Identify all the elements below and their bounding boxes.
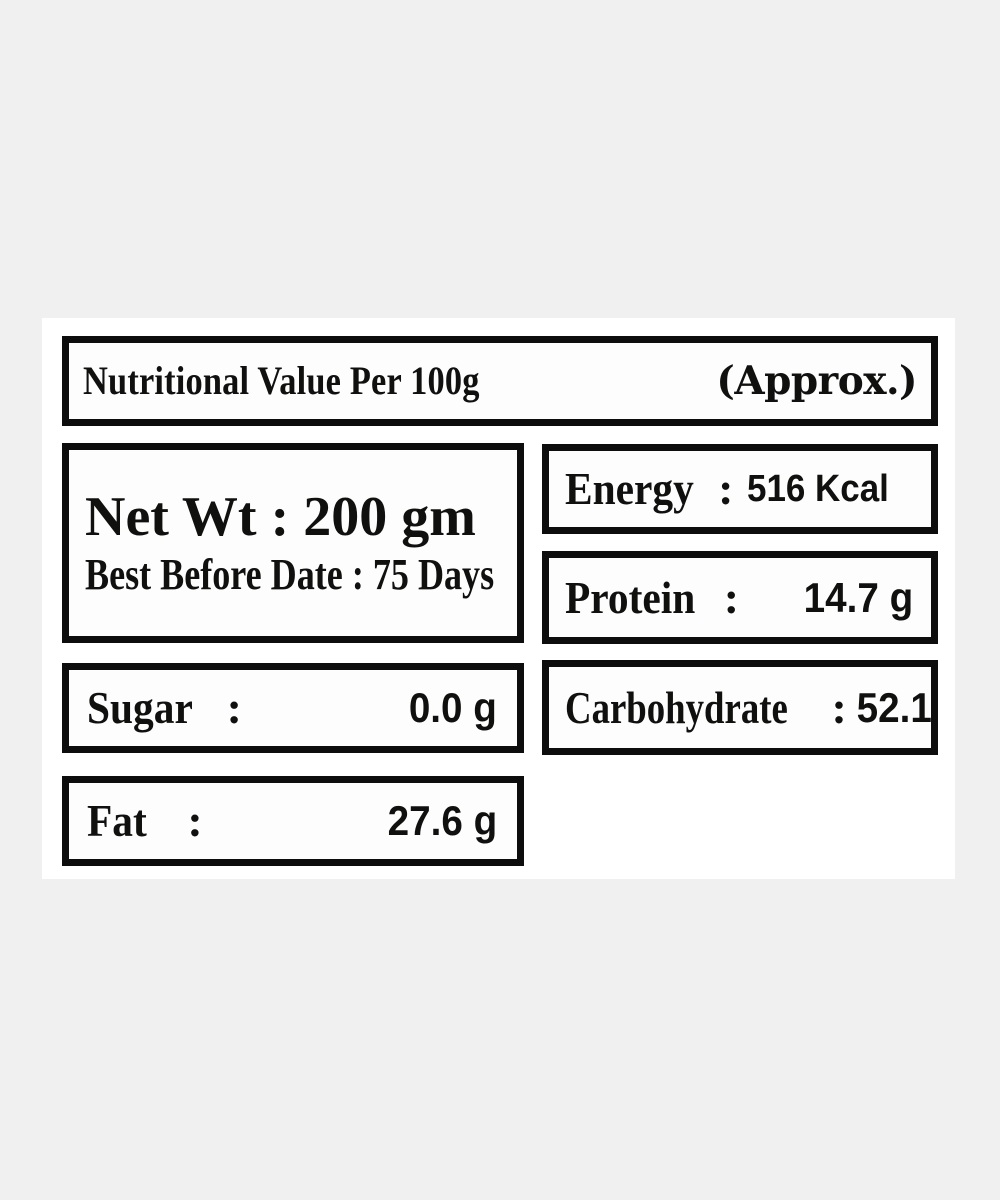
net-weight-line: Net Wt : 200 gm [85,486,476,549]
sugar-colon: : [226,682,242,733]
protein-colon: : [723,571,740,623]
nutritional-value-header-box: Nutritional Value Per 100g (Approx.) [62,336,938,426]
fat-colon: : [187,795,203,846]
protein-row-box: Protein : 14.7 g [542,551,938,644]
approx-note: (Approx.) [716,357,917,404]
sugar-label: Sugar [87,682,193,733]
best-before-date-line: Best Before Date : 75 Days [85,550,495,600]
energy-value: 516 Kcal [747,468,890,510]
protein-label: Protein [565,571,696,623]
sugar-row-box: Sugar : 0.0 g [62,663,524,753]
fat-value: 27.6 g [387,797,498,844]
protein-value: 14.7 g [803,573,914,621]
nutritional-value-title: Nutritional Value Per 100g [83,358,480,403]
carbohydrate-row-box: Carbohydrate : 52.1 g [542,660,938,755]
carbohydrate-colon: : [831,681,847,733]
net-weight-box: Net Wt : 200 gm Best Before Date : 75 Da… [62,443,524,643]
carbohydrate-label: Carbohydrate [565,681,788,733]
carbohydrate-value: 52.1 g [856,683,932,731]
energy-row-box: Energy : 516 Kcal [542,444,938,534]
energy-label: Energy [565,463,694,514]
fat-label: Fat [87,795,147,846]
fat-row-box: Fat : 27.6 g [62,776,524,866]
nutrition-label-card: Nutritional Value Per 100g (Approx.) Net… [42,318,955,879]
sugar-value: 0.0 g [409,684,498,731]
energy-colon: : [718,463,734,514]
